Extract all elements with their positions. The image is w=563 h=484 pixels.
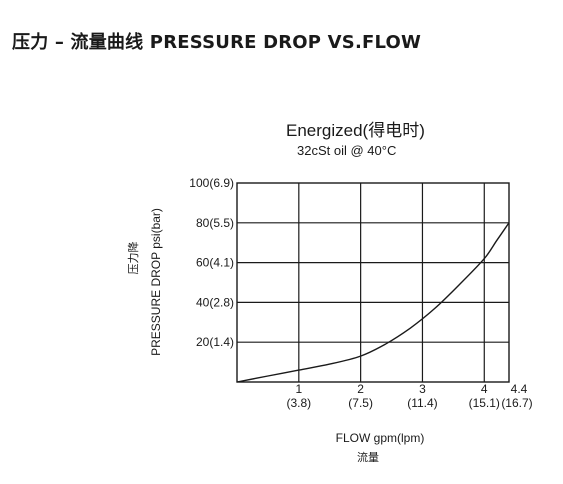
- x-tick-label: 1: [295, 382, 302, 396]
- y-tick-label: 80(5.5): [196, 216, 234, 230]
- x-tick-sublabel: (16.7): [501, 396, 532, 410]
- y-axis-label-cn: 压力降: [126, 242, 140, 275]
- x-tick-label: 4: [481, 382, 488, 396]
- series-layer: [236, 222, 510, 383]
- x-tick-sublabel: (15.1): [469, 396, 500, 410]
- y-axis-label: PRESSURE DROP psi(bar): [149, 208, 163, 356]
- series-line-0: [236, 222, 510, 383]
- x-tick-sublabel: (3.8): [286, 396, 311, 410]
- y-tick-label: 20(1.4): [196, 335, 234, 349]
- y-tick-label: 40(2.8): [196, 295, 234, 309]
- x-tick-sublabel: (11.4): [407, 396, 437, 410]
- grid-lines: [237, 183, 509, 382]
- plot-frame: [236, 182, 510, 383]
- x-tick-labels: 1(3.8) 2(7.5) 3(11.4) 4(15.1) 4.4(16.7): [286, 382, 532, 410]
- x-tick-sublabel: (7.5): [348, 396, 373, 410]
- y-tick-label: 60(4.1): [196, 256, 234, 270]
- page-title: 压力 – 流量曲线 PRESSURE DROP VS.FLOW: [12, 32, 422, 53]
- x-axis-label-cn: 流量: [357, 450, 379, 464]
- y-tick-label: 100(6.9): [189, 176, 234, 190]
- chart-title: Energized(得电时): [286, 121, 425, 140]
- chart-subtitle: 32cSt oil @ 40°C: [297, 143, 397, 158]
- x-tick-label: 4.4: [511, 382, 528, 396]
- x-tick-label: 3: [419, 382, 426, 396]
- x-axis-label: FLOW gpm(lpm): [336, 431, 425, 445]
- x-tick-label: 2: [357, 382, 364, 396]
- y-tick-labels: 20(1.4) 40(2.8) 60(4.1) 80(5.5) 100(6.9): [189, 176, 234, 349]
